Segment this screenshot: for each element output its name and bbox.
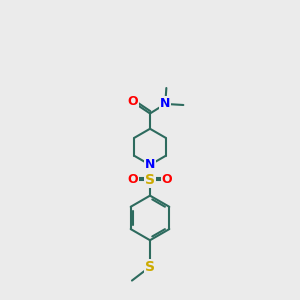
Text: O: O <box>127 95 138 108</box>
Text: O: O <box>128 173 138 186</box>
Text: O: O <box>162 173 172 186</box>
Text: N: N <box>160 98 170 110</box>
Text: S: S <box>145 173 155 187</box>
Text: N: N <box>145 158 155 171</box>
Text: S: S <box>145 260 155 274</box>
